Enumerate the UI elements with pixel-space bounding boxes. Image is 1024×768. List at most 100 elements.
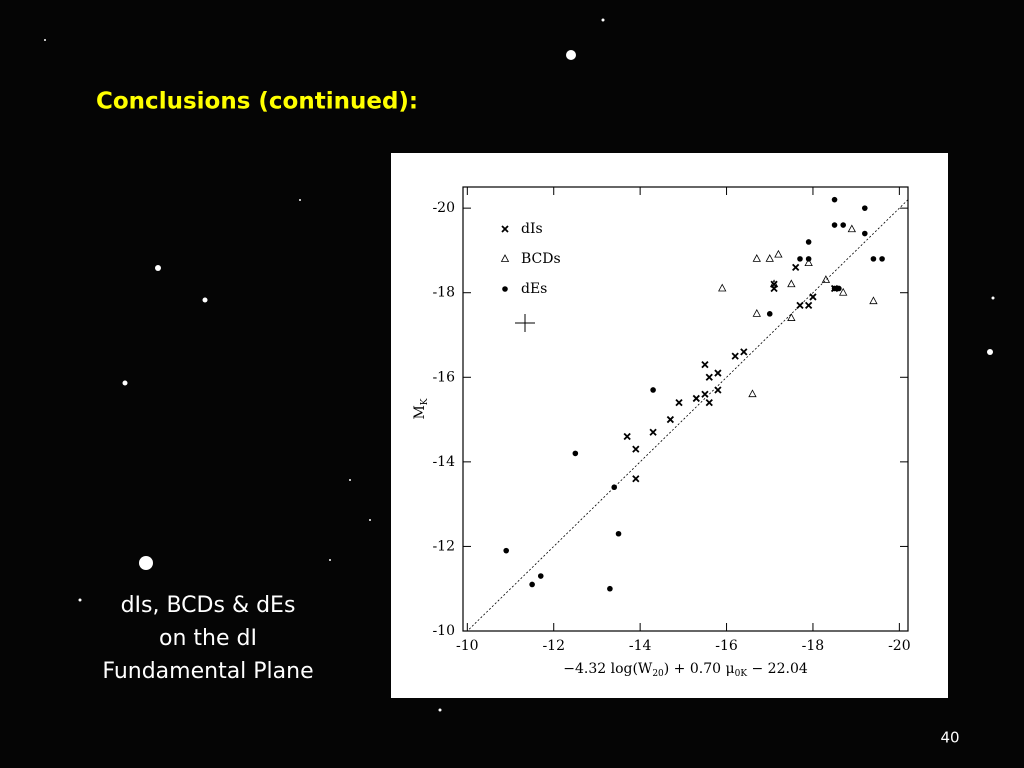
legend-marker — [500, 254, 510, 262]
axis-label: −4.32 log(W20) + 0.70 μ0K − 22.04 — [563, 661, 808, 679]
point — [692, 394, 700, 403]
axis-label-part: M — [412, 405, 428, 419]
marker-stroke — [714, 386, 722, 394]
marker-stroke — [692, 394, 700, 403]
point — [805, 239, 812, 245]
marker-stroke — [701, 390, 709, 398]
axis-label-part: ) + 0.70 μ — [664, 661, 735, 677]
x-tick-label: -10 — [456, 638, 479, 654]
marker-stroke — [714, 369, 722, 377]
marker-stroke — [740, 348, 748, 356]
point — [675, 399, 683, 407]
marker-shape — [748, 389, 757, 398]
point — [529, 581, 535, 588]
point — [831, 196, 838, 203]
marker-stroke — [666, 415, 675, 424]
point — [611, 484, 618, 491]
chart-panel — [391, 153, 948, 698]
point — [572, 450, 579, 457]
marker-shape — [503, 547, 510, 554]
marker-shape — [529, 581, 535, 588]
point — [769, 279, 779, 288]
marker-shape — [752, 254, 761, 262]
marker-shape — [650, 387, 656, 393]
marker-shape — [870, 256, 877, 262]
axis-label-part: − 22.04 — [747, 661, 808, 677]
stars — [44, 18, 995, 712]
point — [748, 389, 757, 398]
marker-shape — [500, 254, 510, 262]
point — [632, 445, 640, 453]
point — [774, 249, 783, 258]
point — [714, 369, 722, 377]
axis-label-part: K — [420, 398, 430, 405]
y-tick-label: -10 — [432, 623, 455, 639]
caption: on the dI — [159, 626, 257, 651]
marker-shape — [831, 196, 838, 203]
point — [861, 205, 868, 211]
marker-shape — [787, 279, 796, 288]
marker-shape — [769, 279, 779, 288]
marker-stroke — [809, 293, 817, 301]
point — [649, 428, 657, 436]
y-tick-label: -16 — [432, 369, 455, 385]
y-tick-label: -12 — [432, 538, 455, 554]
marker-shape — [831, 285, 838, 292]
marker-stroke — [804, 301, 813, 310]
legend-label: dEs — [521, 281, 547, 297]
marker-shape — [607, 585, 613, 592]
marker-shape — [765, 254, 774, 262]
marker-shape — [805, 239, 812, 245]
legend-label: BCDs — [521, 251, 561, 267]
marker-shape — [537, 573, 544, 579]
marker-shape — [879, 256, 885, 262]
point — [740, 348, 748, 356]
point — [805, 256, 812, 262]
point — [752, 254, 761, 262]
axis-label-part: 20 — [652, 669, 664, 679]
point — [831, 285, 838, 292]
point — [804, 258, 813, 267]
axis-label-part: −4.32 log(W — [563, 661, 653, 677]
point — [615, 530, 622, 537]
point — [847, 224, 857, 233]
point — [792, 263, 800, 271]
point — [765, 254, 774, 262]
slide-title: Conclusions (continued): — [96, 89, 418, 115]
marker-stroke — [623, 432, 631, 441]
marker-stroke — [632, 445, 640, 453]
point — [840, 222, 846, 228]
point — [797, 256, 803, 262]
point — [821, 275, 831, 283]
marker-shape — [821, 275, 831, 283]
marker-shape — [840, 222, 846, 228]
marker-shape — [805, 256, 812, 262]
marker-shape — [869, 296, 878, 305]
point — [831, 222, 838, 228]
marker-shape — [774, 249, 783, 258]
marker-shape — [611, 484, 618, 491]
point — [796, 301, 804, 310]
marker-shape — [804, 258, 813, 267]
point — [623, 432, 631, 441]
point — [766, 311, 773, 317]
marker-shape — [572, 450, 579, 457]
page-number: 40 — [940, 729, 959, 747]
point — [714, 386, 722, 394]
marker-shape — [836, 285, 842, 292]
point — [836, 285, 842, 292]
marker-shape — [766, 311, 773, 317]
marker-stroke — [705, 373, 713, 381]
marker-shape — [839, 287, 848, 296]
marker-shape — [752, 309, 761, 317]
marker-stroke — [649, 428, 657, 436]
point — [839, 287, 848, 296]
marker-shape — [861, 205, 868, 211]
axis-label-part: 0K — [735, 669, 748, 679]
point — [705, 373, 713, 381]
point — [804, 301, 813, 310]
x-tick-label: -12 — [542, 638, 565, 654]
x-tick-label: -16 — [715, 638, 738, 654]
y-tick-label: -14 — [432, 454, 455, 470]
point — [731, 352, 739, 360]
